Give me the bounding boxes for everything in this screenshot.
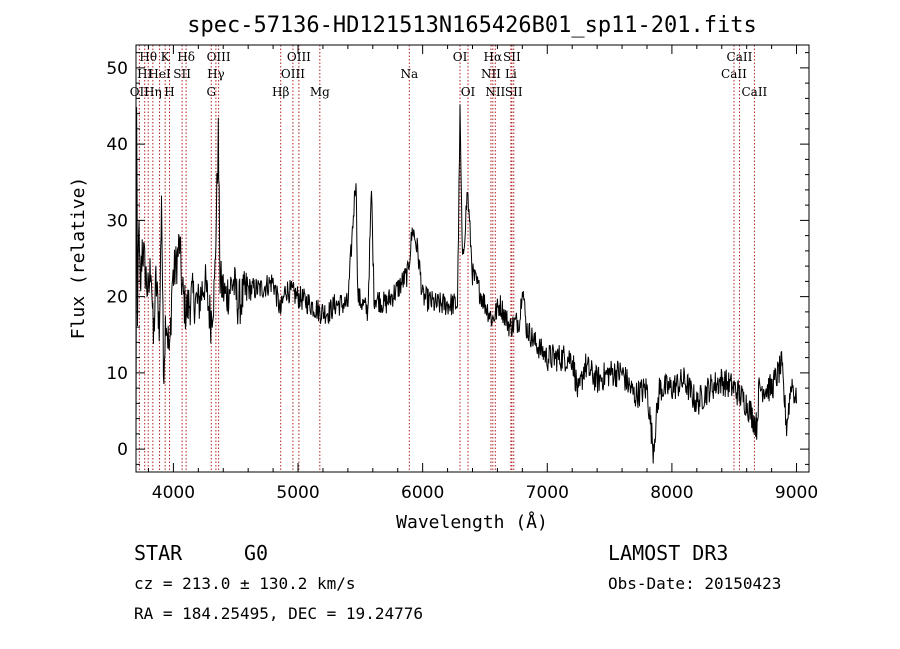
line-label: OIII (287, 50, 311, 64)
line-label: HeI (148, 67, 171, 81)
x-axis-ticks: 4000 5000 6000 7000 8000 9000 (147, 45, 818, 503)
line-label: OIII (281, 67, 305, 81)
y-axis-label: Flux (relative) (68, 177, 89, 340)
redshift-text: cz = 213.0 ± 130.2 km/s (134, 574, 356, 593)
y-tick-label: 0 (117, 440, 128, 460)
x-tick-label: 7000 (526, 483, 569, 503)
y-axis-ticks: 0 10 20 30 40 50 (106, 52, 809, 465)
line-label: Hη (144, 85, 162, 99)
line-label: G (206, 85, 216, 99)
line-label: OIII (207, 50, 231, 64)
line-label: OI (461, 85, 476, 99)
chart-title: spec-57136-HD121513N165426B01_sp11-201.f… (187, 13, 757, 38)
line-label: K (161, 50, 171, 64)
survey-name: LAMOST DR3 (608, 541, 728, 565)
line-label: Hθ (139, 50, 157, 64)
line-label: Li (505, 67, 517, 81)
x-tick-label: 5000 (276, 483, 319, 503)
line-label: HI (137, 67, 152, 81)
line-label: Hγ (207, 67, 225, 81)
y-tick-label: 20 (106, 288, 128, 308)
line-label: Hβ (272, 85, 289, 99)
y-tick-label: 40 (106, 135, 128, 155)
coordinates-text: RA = 184.25495, DEC = 19.24776 (134, 604, 423, 623)
line-label: SII (505, 85, 523, 99)
line-label: NII (485, 85, 505, 99)
line-label: CaII (727, 50, 753, 64)
line-label: OII (130, 85, 150, 99)
x-axis-label: Wavelength (Å) (396, 511, 548, 533)
y-tick-label: 50 (106, 59, 128, 79)
observation-date: Obs-Date: 20150423 (608, 574, 781, 593)
line-label: CaII (721, 67, 747, 81)
line-label: NII (481, 67, 501, 81)
line-label: Hδ (177, 50, 195, 64)
spectrum-line (135, 104, 797, 464)
line-label: H (164, 85, 174, 99)
object-subclass: G0 (244, 541, 268, 565)
plot-frame (135, 44, 810, 473)
line-label: Mg (310, 85, 330, 99)
y-tick-label: 10 (106, 364, 128, 384)
line-label: CaII (741, 85, 767, 99)
line-label: OI (453, 50, 468, 64)
line-label: SII (503, 50, 521, 64)
x-tick-label: 6000 (401, 483, 444, 503)
spectral-line-labels: OII Hθ HI Hη HeI K H SII Hδ G Hγ OIII Hβ OIII OIII Mg Na… (130, 50, 768, 99)
x-tick-label: 9000 (775, 483, 818, 503)
line-label: Na (400, 67, 418, 81)
spectral-line-markers (138, 45, 755, 472)
y-tick-label: 30 (106, 211, 128, 231)
x-tick-label: 4000 (152, 483, 195, 503)
object-class: STAR (134, 541, 183, 565)
x-tick-label: 8000 (650, 483, 693, 503)
line-label: SII (173, 67, 191, 81)
line-label: Hα (484, 50, 503, 64)
